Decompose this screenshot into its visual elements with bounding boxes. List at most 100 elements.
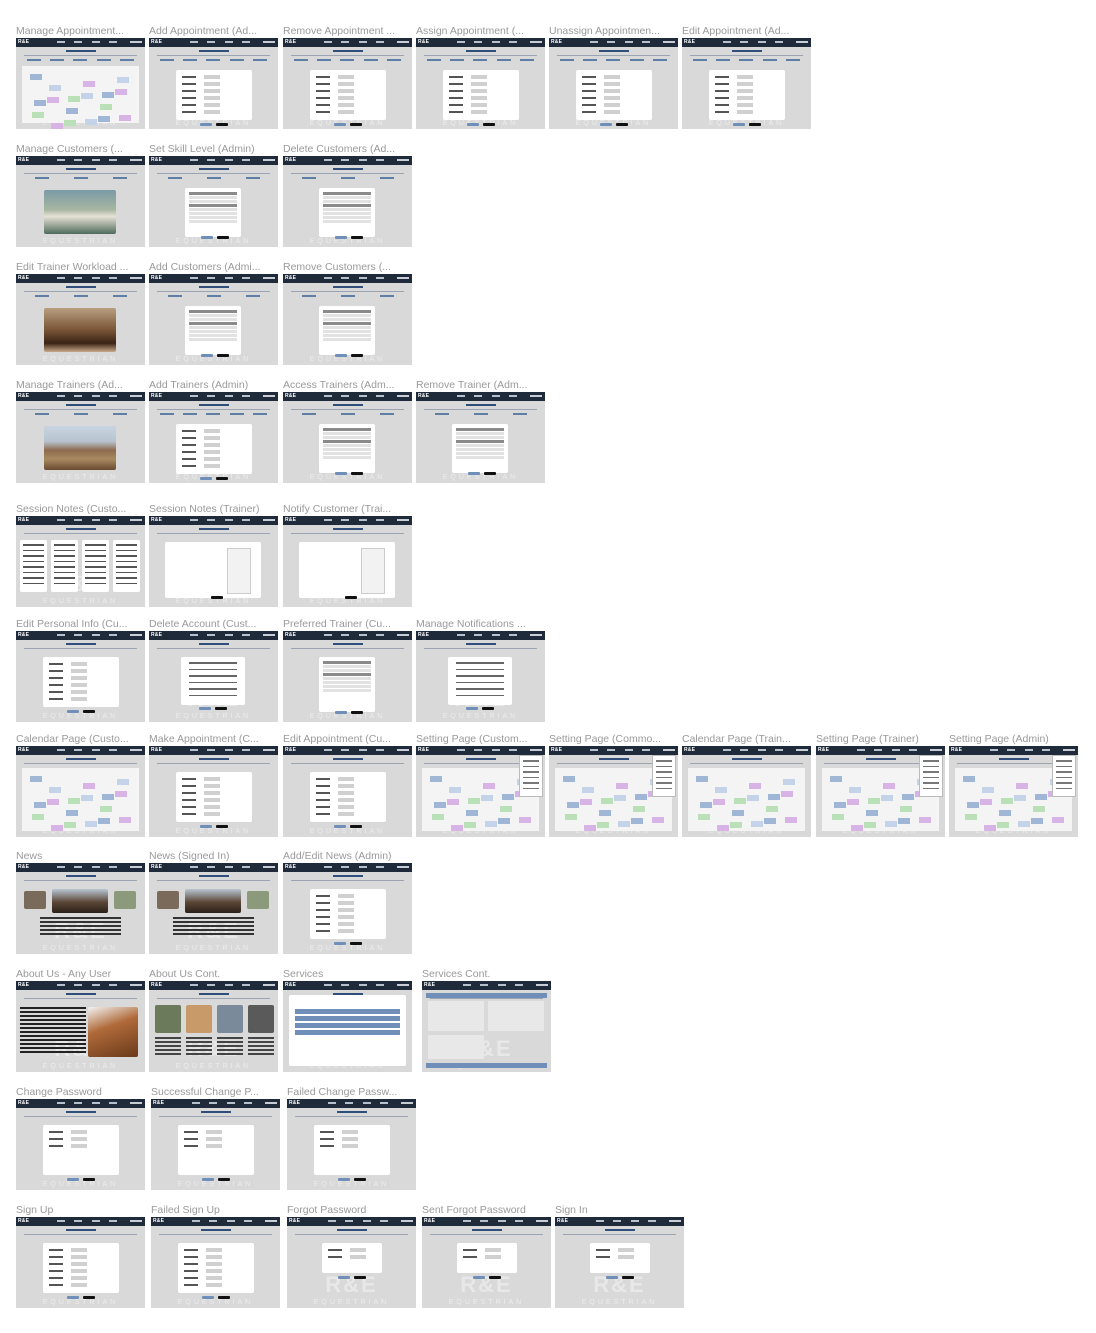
form-field[interactable] xyxy=(48,669,113,673)
account-menu[interactable] xyxy=(930,749,942,751)
submit-button[interactable] xyxy=(82,1296,95,1299)
account-menu[interactable] xyxy=(530,749,542,751)
nav-links[interactable] xyxy=(323,1220,393,1223)
nav-links[interactable] xyxy=(323,1102,393,1105)
account-menu[interactable] xyxy=(397,984,409,986)
nav-links[interactable] xyxy=(452,395,522,398)
cancel-button[interactable] xyxy=(199,707,211,710)
submit-button[interactable] xyxy=(211,596,223,599)
form-field[interactable] xyxy=(315,75,380,79)
account-menu[interactable] xyxy=(536,1220,548,1222)
tabs[interactable] xyxy=(22,413,139,416)
cancel-button[interactable] xyxy=(201,1178,214,1181)
nav-links[interactable] xyxy=(187,1220,257,1223)
notes-textarea[interactable] xyxy=(361,548,385,594)
submit-button[interactable] xyxy=(217,1178,230,1181)
tabs[interactable] xyxy=(155,295,272,298)
form-field[interactable] xyxy=(714,82,779,86)
form-field[interactable] xyxy=(48,1248,113,1252)
account-menu[interactable] xyxy=(130,1220,142,1222)
cancel-button[interactable] xyxy=(66,1296,79,1299)
nav-links[interactable] xyxy=(52,634,122,637)
form-field[interactable] xyxy=(183,1137,248,1141)
submit-button[interactable] xyxy=(349,942,362,945)
form-field[interactable] xyxy=(181,436,246,440)
form-field[interactable] xyxy=(181,812,246,816)
nav-links[interactable] xyxy=(319,634,389,637)
form-field[interactable] xyxy=(183,1269,248,1273)
service-header[interactable] xyxy=(426,993,547,998)
form-field[interactable] xyxy=(595,1255,644,1259)
form-field[interactable] xyxy=(181,777,246,781)
form-field[interactable] xyxy=(315,82,380,86)
account-menu[interactable] xyxy=(263,277,275,279)
nav-links[interactable] xyxy=(185,277,255,280)
account-menu[interactable] xyxy=(130,866,142,868)
account-menu[interactable] xyxy=(397,41,409,43)
service-item[interactable] xyxy=(295,1016,400,1021)
form-field[interactable] xyxy=(714,75,779,79)
form-field[interactable] xyxy=(315,110,380,114)
cancel-button[interactable] xyxy=(333,825,346,828)
form-field[interactable] xyxy=(315,784,380,788)
form-field[interactable] xyxy=(448,96,513,100)
nav-links[interactable] xyxy=(187,1102,257,1105)
account-menu[interactable] xyxy=(130,1102,142,1104)
account-menu[interactable] xyxy=(130,519,142,521)
account-menu[interactable] xyxy=(130,984,142,986)
nav-links[interactable] xyxy=(319,277,389,280)
submit-button[interactable] xyxy=(351,354,363,357)
confirm-button[interactable] xyxy=(215,707,227,710)
nav-links[interactable] xyxy=(52,749,122,752)
nav-links[interactable] xyxy=(52,519,122,522)
submit-button[interactable] xyxy=(351,472,363,475)
cancel-button[interactable] xyxy=(599,123,612,126)
form-field[interactable] xyxy=(181,429,246,433)
nav-links[interactable] xyxy=(52,41,122,44)
account-menu[interactable] xyxy=(263,749,275,751)
service-header[interactable] xyxy=(426,1063,547,1068)
nav-links[interactable] xyxy=(319,159,389,162)
account-menu[interactable] xyxy=(397,519,409,521)
nav-links[interactable] xyxy=(52,984,122,987)
tabs[interactable] xyxy=(422,413,539,416)
account-menu[interactable] xyxy=(796,749,808,751)
submit-button[interactable] xyxy=(488,1276,501,1279)
form-field[interactable] xyxy=(581,82,646,86)
submit-button[interactable] xyxy=(351,711,363,714)
tabs[interactable] xyxy=(22,59,139,62)
tabs[interactable] xyxy=(155,59,272,62)
cancel-button[interactable] xyxy=(337,1178,350,1181)
form-field[interactable] xyxy=(714,103,779,107)
submit-button[interactable] xyxy=(349,123,362,126)
account-menu[interactable] xyxy=(397,395,409,397)
form-field[interactable] xyxy=(581,110,646,114)
account-menu[interactable] xyxy=(130,159,142,161)
form-field[interactable] xyxy=(315,908,380,912)
form-field[interactable] xyxy=(48,1283,113,1287)
form-field[interactable] xyxy=(714,96,779,100)
confirm-button[interactable] xyxy=(482,707,494,710)
cancel-button[interactable] xyxy=(472,1276,485,1279)
form-field[interactable] xyxy=(315,798,380,802)
nav-links[interactable] xyxy=(319,749,389,752)
cancel-button[interactable] xyxy=(466,123,479,126)
cancel-button[interactable] xyxy=(333,942,346,945)
nav-links[interactable] xyxy=(185,41,255,44)
form-field[interactable] xyxy=(319,1130,384,1134)
